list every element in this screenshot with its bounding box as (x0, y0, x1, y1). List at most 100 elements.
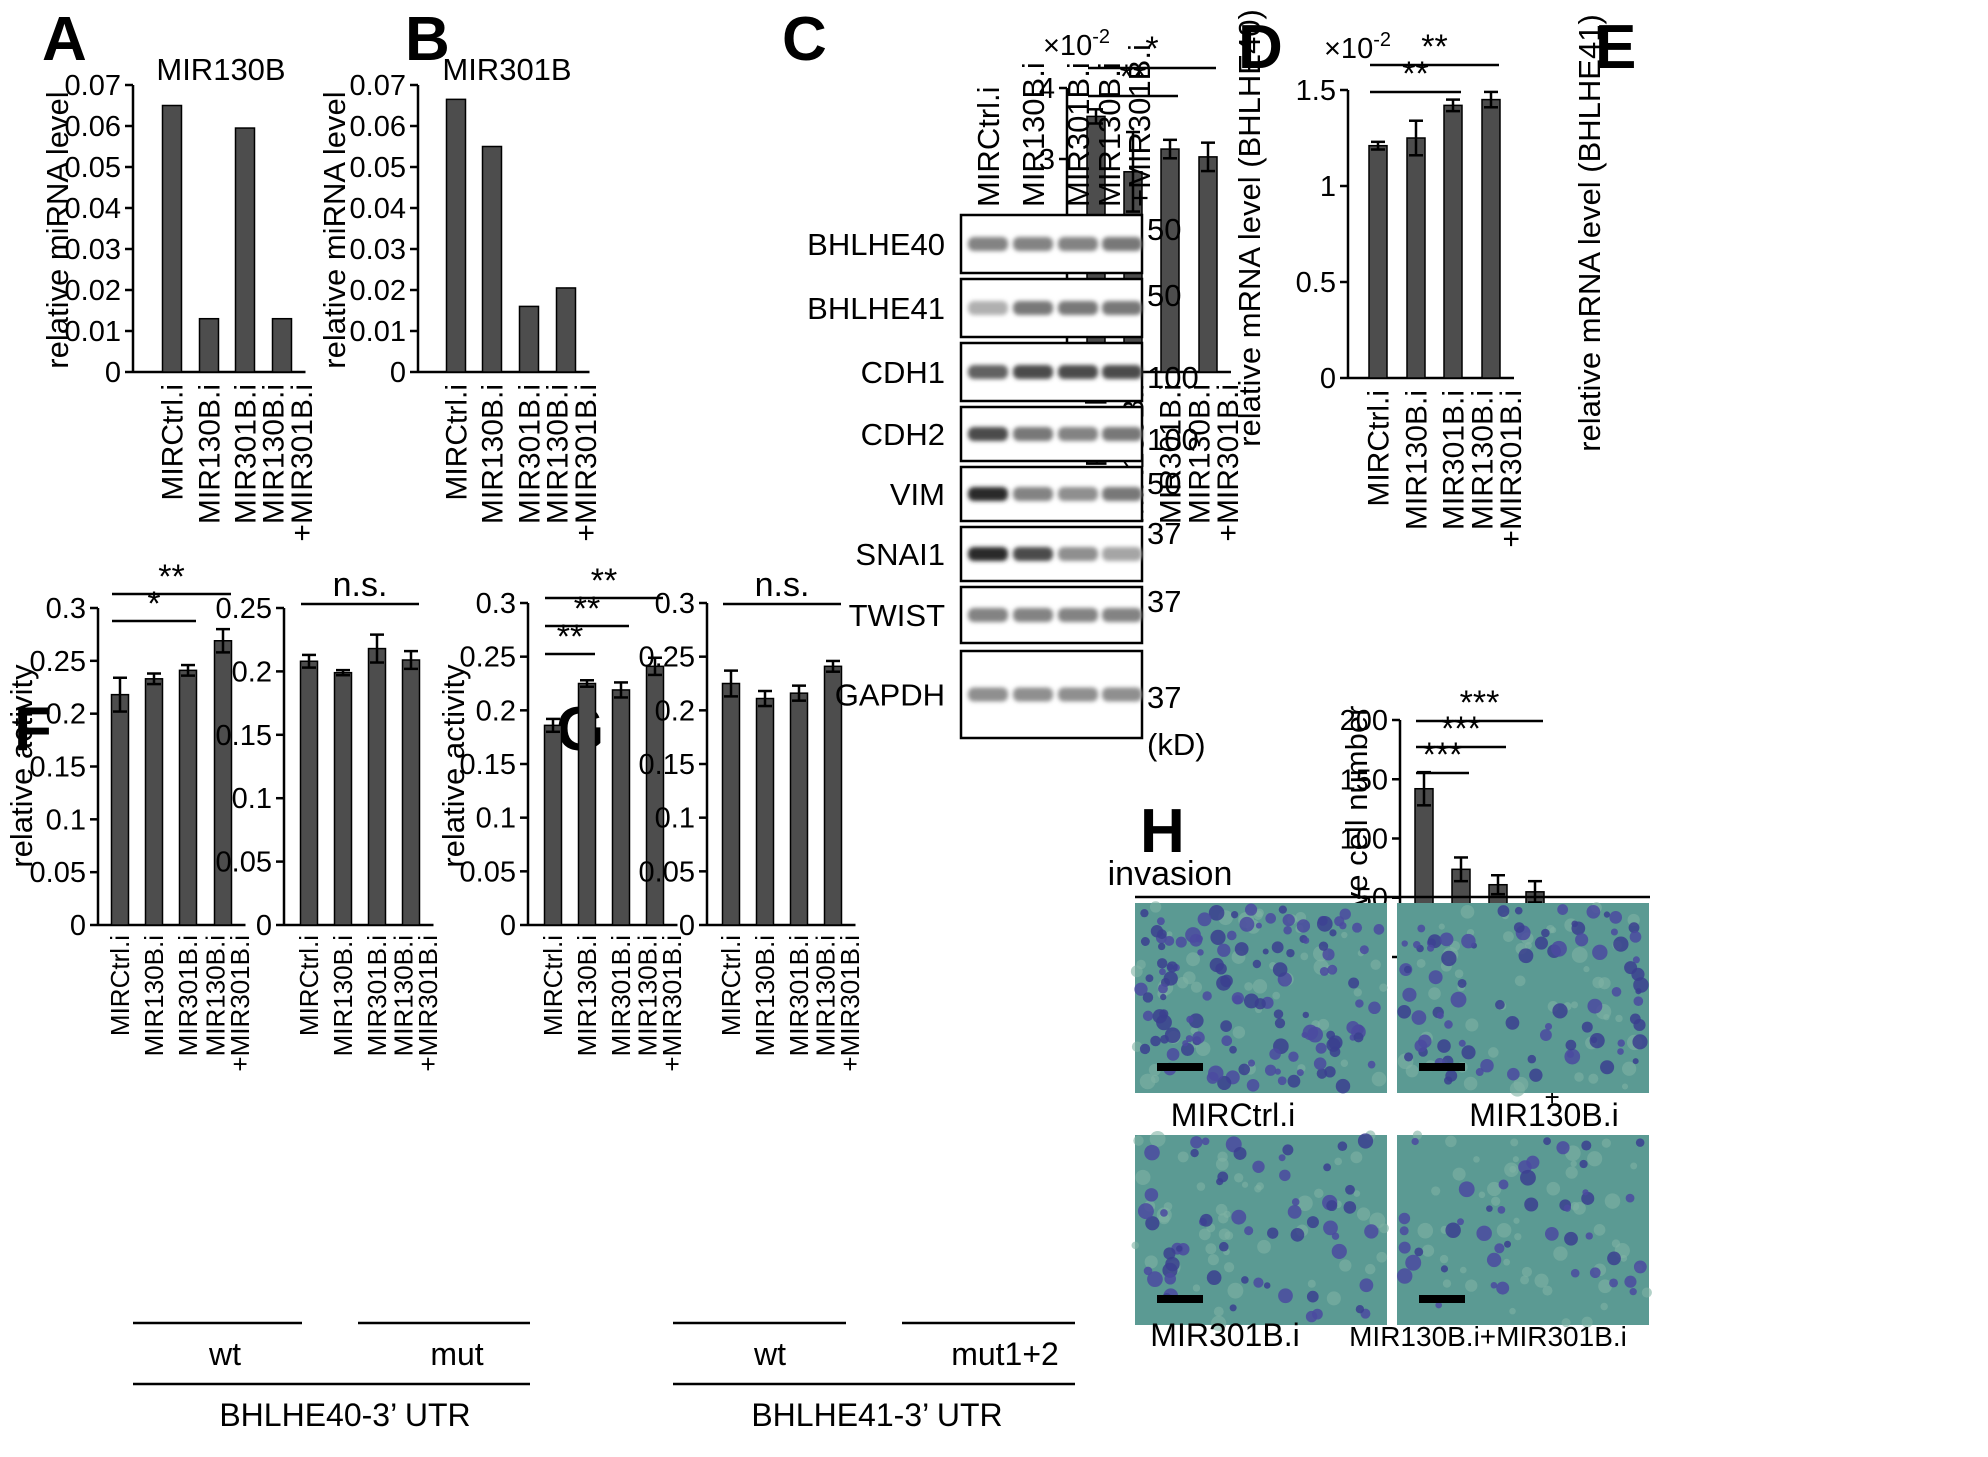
cell (1252, 1160, 1265, 1173)
y-tick-label: 0.05 (30, 857, 86, 889)
bar (110, 693, 130, 926)
y-tick-label: 0 (70, 910, 86, 942)
blot-band (1058, 301, 1098, 315)
cell (1234, 942, 1249, 956)
cell (1157, 942, 1166, 951)
cell (1244, 1226, 1254, 1236)
background-texture (1611, 1239, 1621, 1248)
y-tick-label: 0 (679, 910, 695, 942)
significance-label: ** (1421, 28, 1447, 66)
category-label: MIRCtrl.i (105, 935, 135, 1036)
blot-band (1102, 487, 1142, 501)
panel-letter-f: F (14, 695, 52, 764)
cell (1401, 940, 1408, 947)
cell (1541, 928, 1550, 938)
bar (611, 689, 631, 926)
background-texture (1177, 1151, 1189, 1163)
background-texture (1546, 1181, 1561, 1196)
cell (1307, 1026, 1323, 1043)
blot-band (1102, 365, 1142, 379)
background-texture (1195, 1041, 1211, 1056)
cell (1563, 1204, 1571, 1212)
chart-title: MIR301B (442, 52, 571, 87)
bar (271, 317, 293, 373)
blot-band (1058, 237, 1098, 251)
cell (1426, 944, 1435, 952)
cell (1353, 1032, 1364, 1043)
mw-marker: 37 (1147, 584, 1181, 619)
bar (1481, 98, 1501, 379)
cell (1230, 911, 1239, 919)
cell (1217, 943, 1231, 957)
cell (1269, 1048, 1281, 1060)
background-texture (1553, 1246, 1568, 1261)
invasion-title: invasion (1108, 855, 1233, 893)
cell (1445, 1069, 1458, 1082)
scale-bar (1419, 1295, 1465, 1303)
category-label: +MIR301B.i (413, 935, 443, 1072)
micrograph (1397, 902, 1649, 1097)
cell (1440, 1265, 1449, 1273)
background-texture (1135, 1169, 1151, 1185)
background-texture (1573, 1201, 1586, 1215)
y-tick-label: 0 (390, 357, 406, 389)
cell (1587, 998, 1603, 1014)
category-label: MIR130B.i (1401, 390, 1434, 530)
bar (755, 697, 775, 926)
background-texture (1510, 1138, 1519, 1147)
background-texture (1641, 1287, 1652, 1298)
cell (1398, 1241, 1411, 1254)
significance-label: n.s. (755, 566, 810, 604)
cell (1316, 916, 1333, 932)
cell (1581, 1021, 1593, 1033)
scale-bar (1157, 1295, 1203, 1303)
cell (1140, 937, 1150, 946)
bar (445, 98, 467, 373)
cell (1279, 1169, 1291, 1182)
significance-label: n.s. (333, 566, 388, 604)
cell (1496, 1281, 1510, 1295)
y-axis-label: relative miRNA level (317, 91, 352, 368)
cell (1570, 1268, 1580, 1278)
cell (1457, 1218, 1464, 1226)
cell (1160, 993, 1167, 1001)
y-tick-label: 0.15 (639, 749, 695, 781)
cell (1617, 1048, 1624, 1055)
cell (1156, 917, 1165, 926)
cell (1498, 1179, 1509, 1190)
background-texture (1431, 1186, 1441, 1196)
y-tick-label: 0.15 (216, 720, 272, 752)
cell (1231, 992, 1245, 1005)
band-label: TWIST (849, 598, 945, 633)
cell (1490, 1281, 1498, 1289)
background-texture (1571, 1001, 1579, 1009)
cell (1186, 1015, 1194, 1024)
y-axis-label: relative activity (4, 664, 39, 868)
blot-band (1102, 608, 1142, 622)
y-tick-label: 0.3 (476, 588, 516, 620)
significance-label: *** (1460, 684, 1500, 722)
bar (333, 671, 353, 926)
blot-band (1058, 608, 1098, 622)
blot-band (968, 301, 1008, 315)
background-texture (1340, 1059, 1349, 1067)
cell (1164, 1272, 1177, 1285)
cell (1603, 911, 1611, 918)
y-tick-label: 0.1 (232, 783, 272, 815)
cell (1428, 970, 1443, 985)
blot-band (968, 487, 1008, 501)
mw-marker: 50 (1147, 212, 1181, 247)
cell (1398, 1212, 1411, 1225)
background-texture (1503, 931, 1514, 942)
bar (1368, 144, 1388, 379)
cell (1192, 1031, 1205, 1044)
category-label: MIR301B.i (362, 935, 392, 1056)
cell (1611, 986, 1622, 997)
cell (1486, 1205, 1493, 1212)
y-tick-label: 0.25 (460, 642, 516, 674)
panel-letter-c: C (782, 5, 827, 74)
